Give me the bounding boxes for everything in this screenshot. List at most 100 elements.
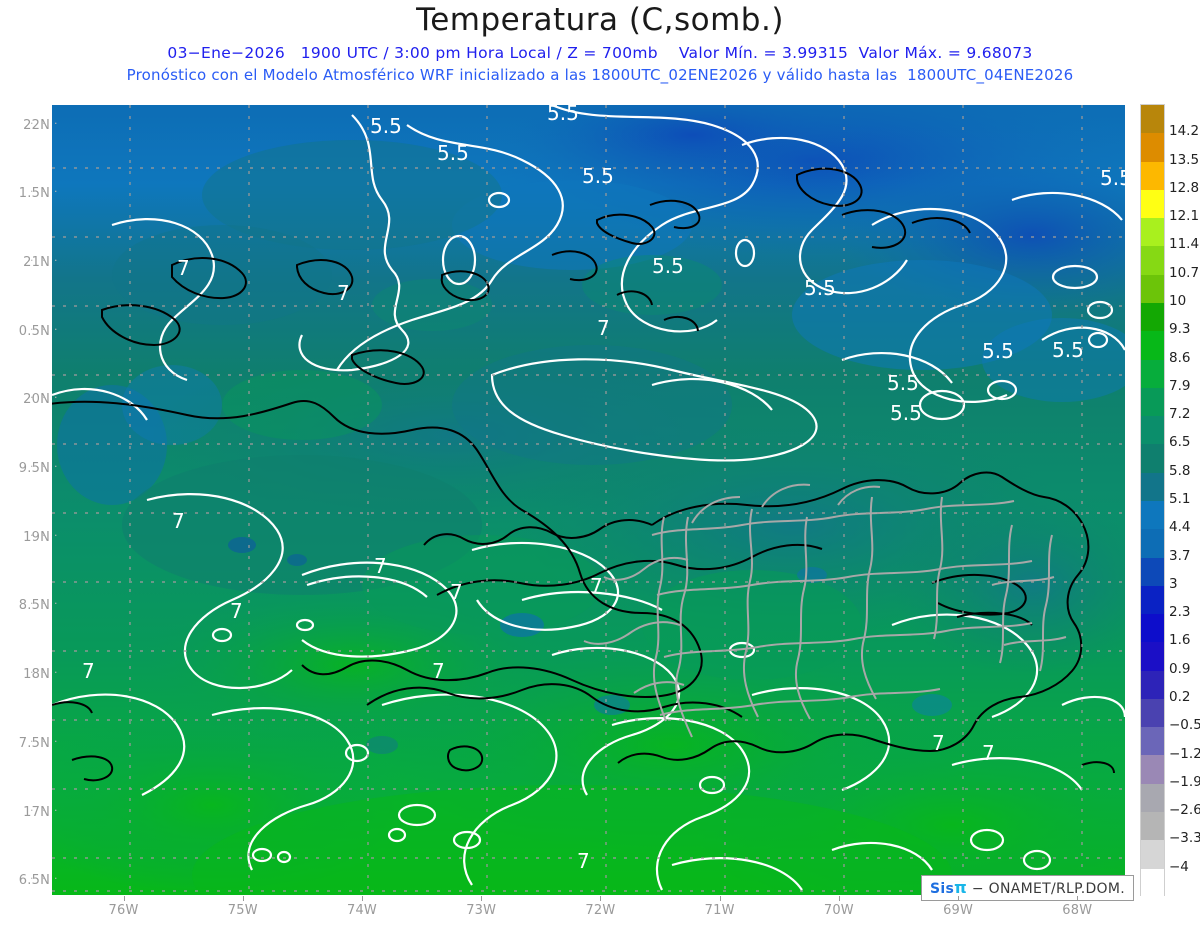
latitude-tick-label: 18N — [23, 667, 50, 683]
latitude-tick-label: 19N — [23, 529, 50, 545]
latitude-tick-label: 7.5N — [18, 735, 50, 751]
contour-label-7: 7 — [337, 281, 350, 305]
colorbar-tick-label: 4.4 — [1169, 519, 1191, 536]
longitude-tick-label: 71W — [704, 903, 735, 918]
contour-label-7: 7 — [230, 599, 243, 623]
latitude-tick-label: 9.5N — [18, 461, 50, 477]
contour-label-5p5: 5.5 — [1100, 166, 1125, 190]
latitude-tick-dots: · · · — [30, 872, 60, 886]
pi-symbol-icon: π — [954, 878, 968, 897]
colorbar-tick-label: 10.7 — [1169, 264, 1200, 281]
colorbar-tick-label: 0.9 — [1169, 660, 1191, 677]
latitude-tick-label: 1.5N — [18, 186, 50, 202]
colorbar-tick-label: 12.8 — [1169, 179, 1200, 196]
colorbar-tick-label: −2.6 — [1169, 802, 1200, 819]
temperature-map-plot: 5.5 5.5 5.5 5.5 5.5 5.5 5.5 5.5 5.5 5.5 … — [52, 105, 1125, 895]
colorbar-tick-label: 12.1 — [1169, 208, 1200, 225]
colorbar-tick-label: 7.2 — [1169, 406, 1191, 423]
colorbar-tick-label: 1.6 — [1169, 632, 1191, 649]
contour-label-7: 7 — [577, 849, 590, 873]
contour-label-7: 7 — [590, 574, 603, 598]
latitude-tick-dots: · · · — [30, 666, 60, 680]
colorbar-tick-label: 11.4 — [1169, 236, 1200, 253]
colorbar-tick-label: −3.3 — [1169, 830, 1200, 847]
map-gridlines — [52, 105, 1125, 895]
contour-label-5p5: 5.5 — [982, 339, 1014, 363]
longitude-tick-mark — [719, 896, 721, 901]
longitude-tick-mark — [958, 896, 960, 901]
longitude-tick-label: 76W — [108, 903, 139, 918]
contour-label-5p5: 5.5 — [652, 254, 684, 278]
colorbar-swatch — [1141, 105, 1164, 134]
colorbar-swatch — [1141, 698, 1164, 728]
latitude-tick-dots: · · · — [30, 322, 60, 336]
latitude-tick-dots: · · · — [30, 185, 60, 199]
colorbar[interactable] — [1140, 104, 1165, 897]
contour-label-7: 7 — [932, 731, 945, 755]
contour-label-5p5: 5.5 — [1052, 338, 1084, 362]
colorbar-swatch — [1141, 274, 1164, 303]
colorbar-tick-label: 0.2 — [1169, 689, 1191, 705]
contour-lines-layer — [52, 105, 1125, 891]
longitude-tick-mark — [838, 896, 840, 901]
colorbar-swatch — [1141, 840, 1164, 869]
colorbar-tick-label: −1.2 — [1169, 745, 1200, 762]
latitude-tick-label: 6.5N — [18, 873, 50, 889]
colorbar-tick-label: 5.1 — [1169, 491, 1191, 507]
contour-label-5p5: 5.5 — [582, 164, 614, 188]
colorbar-swatch — [1141, 133, 1164, 162]
colorbar-tick-label: 14.2 — [1169, 123, 1200, 140]
contour-label-7: 7 — [172, 509, 185, 533]
organization-label: − ONAMET/RLP.DOM. — [971, 881, 1125, 897]
colorbar-swatch — [1141, 359, 1164, 388]
sispi-attribution-badge: Sisπ − ONAMET/RLP.DOM. — [921, 875, 1134, 901]
latitude-tick-dots: · · · — [30, 254, 60, 267]
latitude-tick-label: 17N — [23, 804, 50, 820]
contour-label-5p5: 5.5 — [437, 141, 469, 165]
contour-label-5p5: 5.5 — [370, 114, 402, 138]
longitude-tick-label: 73W — [466, 903, 497, 918]
latitude-tick-dots: · · · — [30, 803, 60, 817]
colorbar-swatch — [1141, 472, 1164, 501]
longitude-tick-mark — [361, 896, 363, 901]
colorbar-tick-label: 3 — [1169, 575, 1178, 592]
colorbar-tick-label: 2.3 — [1169, 604, 1191, 621]
colorbar-tick-label: 5.8 — [1169, 462, 1191, 479]
colorbar-swatch — [1141, 444, 1164, 473]
latitude-tick-label: 8.5N — [18, 598, 50, 614]
contour-label-7: 7 — [374, 554, 387, 578]
latitude-tick-label: 22N — [23, 117, 50, 133]
colorbar-tick-label: 3.7 — [1169, 547, 1191, 564]
colorbar-swatch — [1141, 614, 1164, 643]
model-description-line: Pronóstico con el Modelo Atmosférico WRF… — [126, 66, 1074, 84]
colorbar-tick-label: 9.3 — [1169, 321, 1191, 338]
latitude-tick-dots: · · · — [30, 116, 60, 130]
colorbar-swatch — [1141, 557, 1164, 586]
colorbar-tick-label: −1.9 — [1169, 773, 1200, 790]
colorbar-swatch — [1141, 302, 1164, 332]
colorbar-swatch — [1141, 246, 1164, 275]
longitude-tick-label: 75W — [227, 903, 258, 918]
longitude-tick-label: 72W — [585, 903, 616, 918]
contour-label-7: 7 — [82, 659, 95, 683]
colorbar-swatch — [1141, 218, 1164, 247]
colorbar-swatch — [1141, 331, 1164, 360]
contour-value-labels: 5.5 5.5 5.5 5.5 5.5 5.5 5.5 5.5 5.5 5.5 … — [82, 105, 1125, 873]
colorbar-swatch — [1141, 585, 1164, 615]
contour-label-5p5: 5.5 — [547, 105, 579, 125]
contour-label-7: 7 — [450, 580, 463, 604]
colorbar-swatch — [1141, 189, 1164, 219]
map-canvas: 5.5 5.5 5.5 5.5 5.5 5.5 5.5 5.5 5.5 5.5 … — [52, 105, 1125, 895]
colorbar-swatch — [1141, 812, 1164, 841]
longitude-tick-label: 68W — [1062, 903, 1093, 918]
colorbar-tick-label: 13.5 — [1169, 151, 1200, 168]
longitude-tick-mark — [600, 896, 602, 901]
page-title: Temperatura (C,somb.) — [416, 2, 784, 38]
longitude-tick-mark — [123, 896, 125, 901]
contour-label-7: 7 — [177, 256, 190, 280]
colorbar-swatch — [1141, 755, 1164, 784]
contour-label-5p5: 5.5 — [887, 371, 919, 395]
latitude-tick-label: 0.5N — [18, 323, 50, 339]
longitude-tick-mark — [481, 896, 483, 901]
latitude-tick-dots: · · · — [30, 528, 60, 542]
